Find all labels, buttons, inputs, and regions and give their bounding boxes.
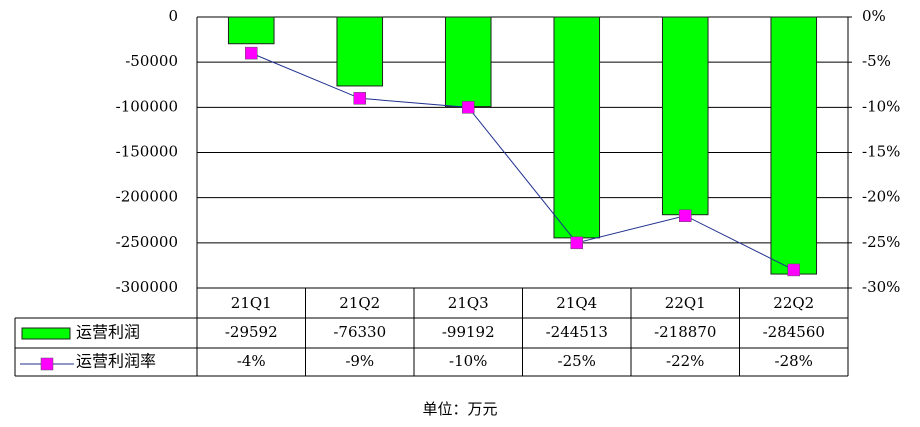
footnote: 单位：万元 <box>422 400 497 418</box>
legend-label: 运营利润 <box>76 323 140 342</box>
y-tick-label: -50000 <box>125 52 178 70</box>
table-value: -244513 <box>546 323 608 341</box>
bar <box>336 16 384 87</box>
table-value: -10% <box>449 352 487 370</box>
y2-tick-label: -15% <box>862 143 900 161</box>
table-value: -28% <box>775 352 813 370</box>
y2-tick-label: 0% <box>862 7 886 25</box>
x-tick-label: 21Q4 <box>556 294 597 312</box>
legend-label: 运营利润率 <box>76 352 156 371</box>
marker <box>245 46 258 60</box>
y-tick-label: -250000 <box>116 233 178 251</box>
bar <box>661 16 709 216</box>
y-tick-label: -100000 <box>116 97 178 115</box>
legend-key <box>21 327 71 340</box>
y2-tick-label: -5% <box>862 52 891 70</box>
y2-tick-label: -30% <box>862 278 900 296</box>
y2-tick-label: -10% <box>862 97 900 115</box>
bar <box>553 16 601 239</box>
y2-tick-label: -20% <box>862 188 900 206</box>
y-tick-label: -200000 <box>116 188 178 206</box>
y-tick-label: -150000 <box>116 143 178 161</box>
table-value: -284560 <box>763 323 825 341</box>
marker <box>462 101 475 114</box>
x-tick-label: 21Q1 <box>231 294 272 312</box>
marker <box>787 263 800 277</box>
y-tick-label: 0 <box>168 7 178 25</box>
bar <box>227 16 275 45</box>
x-tick-label: 21Q2 <box>339 294 380 312</box>
bar <box>770 16 818 275</box>
line <box>251 52 794 271</box>
y2-tick-label: -25% <box>862 233 900 251</box>
x-tick-label: 21Q3 <box>448 294 489 312</box>
marker <box>570 236 583 250</box>
legend-key <box>40 357 54 371</box>
marker <box>679 209 692 222</box>
table-value: -9% <box>345 352 374 370</box>
x-tick-label: 22Q1 <box>665 294 706 312</box>
table-value: -4% <box>237 352 266 370</box>
table-value: -218870 <box>654 323 716 341</box>
marker <box>353 92 366 105</box>
y-tick-label: -300000 <box>116 278 178 296</box>
bar <box>444 16 492 108</box>
table-value: -76330 <box>333 323 386 341</box>
table-value: -22% <box>666 352 704 370</box>
table-value: -29592 <box>225 323 278 341</box>
table-value: -25% <box>558 352 596 370</box>
x-tick-label: 22Q2 <box>773 294 814 312</box>
table-value: -99192 <box>442 323 495 341</box>
